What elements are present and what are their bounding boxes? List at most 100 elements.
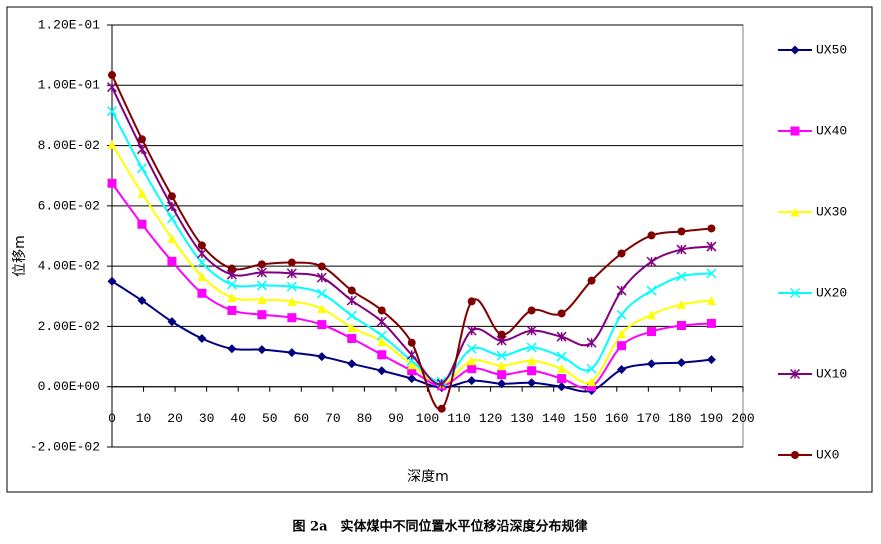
x-tick-label: 100 [416, 411, 439, 426]
marker [256, 267, 267, 278]
x-tick-label: 90 [388, 411, 404, 426]
marker [556, 351, 567, 362]
marker [587, 377, 597, 387]
y-tick-label: 8.00E-02 [38, 138, 100, 153]
marker [346, 310, 357, 321]
marker [556, 331, 567, 342]
marker [527, 378, 537, 388]
y-tick-label: -2.00E-02 [30, 439, 100, 454]
x-axis-label: 深度m [407, 469, 449, 485]
marker [647, 231, 656, 240]
marker [587, 276, 596, 285]
marker [167, 256, 177, 266]
marker [467, 356, 477, 366]
marker [137, 188, 147, 198]
marker [646, 285, 657, 296]
series [107, 139, 716, 389]
marker [407, 360, 417, 370]
marker [526, 325, 537, 336]
marker [107, 178, 117, 188]
marker [617, 365, 627, 375]
marker [676, 358, 686, 368]
marker [557, 309, 566, 318]
marker [107, 276, 117, 286]
y-tick-label: 1.20E-01 [38, 17, 101, 32]
marker [706, 355, 716, 365]
marker [167, 192, 176, 201]
marker [137, 219, 147, 229]
legend-marker [790, 45, 800, 55]
marker [196, 257, 207, 268]
marker [467, 376, 477, 386]
marker [617, 341, 627, 351]
marker [466, 343, 477, 354]
marker [287, 313, 297, 323]
marker [647, 327, 657, 337]
marker [707, 224, 716, 233]
marker [256, 280, 267, 291]
marker [106, 82, 118, 93]
marker [407, 338, 416, 347]
marker [467, 297, 476, 306]
legend-label: UX40 [816, 123, 847, 138]
marker [317, 262, 326, 271]
marker [287, 348, 297, 358]
marker [376, 316, 387, 327]
marker [586, 363, 597, 374]
marker [617, 249, 626, 258]
marker [347, 286, 356, 295]
marker [287, 258, 296, 267]
marker [286, 281, 297, 292]
marker [676, 271, 687, 282]
marker [646, 256, 657, 267]
marker [466, 325, 477, 336]
marker [497, 330, 506, 339]
marker [527, 306, 536, 315]
marker [706, 296, 716, 306]
marker [616, 309, 627, 320]
marker [107, 139, 117, 149]
x-tick-label: 120 [479, 411, 502, 426]
x-tick-label: 0 [108, 411, 116, 426]
marker [377, 350, 387, 360]
y-tick-label: 2.00E-02 [38, 319, 100, 334]
legend-label: UX0 [816, 447, 839, 462]
marker [406, 349, 417, 360]
marker [526, 342, 537, 353]
x-tick-label: 70 [325, 411, 341, 426]
marker [257, 260, 266, 269]
legend-marker [791, 451, 799, 459]
legend-label: UX30 [816, 204, 847, 219]
marker [317, 320, 327, 330]
marker [706, 241, 717, 252]
marker [257, 310, 267, 320]
marker [197, 288, 207, 298]
marker [407, 374, 417, 384]
marker [106, 106, 118, 117]
x-tick-label: 40 [230, 411, 246, 426]
marker [587, 382, 597, 392]
marker [166, 213, 177, 224]
marker [497, 370, 507, 380]
marker [108, 71, 116, 80]
series [108, 71, 716, 413]
x-tick-label: 50 [262, 411, 278, 426]
x-tick-label: 110 [447, 411, 470, 426]
legend-marker [789, 287, 801, 299]
marker [436, 378, 447, 389]
marker [557, 364, 567, 374]
marker [706, 268, 717, 279]
marker [197, 271, 207, 281]
marker [167, 233, 177, 243]
x-tick-label: 60 [293, 411, 309, 426]
legend-label: UX20 [816, 285, 847, 300]
marker [706, 318, 716, 328]
marker [227, 344, 237, 354]
series [107, 276, 716, 396]
marker [346, 295, 357, 306]
marker [317, 352, 327, 362]
marker [377, 366, 387, 376]
marker [527, 366, 537, 376]
legend-label: UX10 [816, 366, 847, 381]
